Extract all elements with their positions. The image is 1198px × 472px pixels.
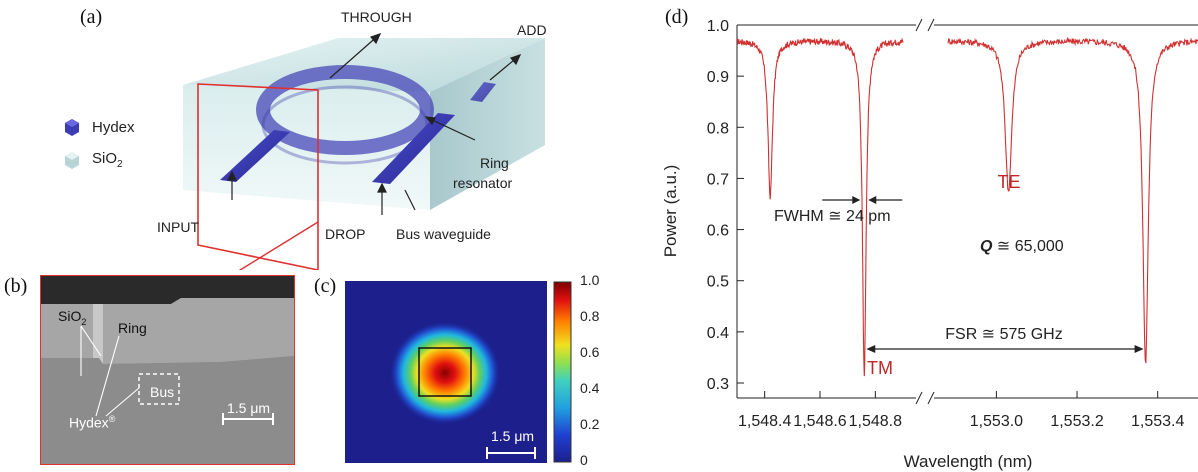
y-axis-label: Power (a.u.): [661, 165, 680, 258]
sio2-block-top: [183, 38, 545, 92]
waveguide-core-outline: [418, 347, 472, 397]
y-tick-label: 0.8: [707, 120, 729, 137]
y-tick-label: 0.3: [707, 376, 729, 393]
sem-image: [40, 275, 295, 465]
colorbar: [553, 281, 572, 463]
x-tick-label: 1,548.6: [793, 413, 846, 430]
label-add: ADD: [517, 22, 547, 38]
sio2-swatch-icon: [65, 152, 79, 169]
colorbar-tick: 0.6: [580, 344, 600, 360]
fwhm-label: FWHM ≅ 24 pm: [774, 208, 891, 225]
transmission-spectrum-chart: 1.00.90.80.70.60.50.40.31,548.4 1,548.6 1,…: [661, 18, 1198, 471]
legend-hydex: Hydex: [62, 117, 135, 137]
x-tick-label: 1,548.4: [738, 413, 791, 430]
sem-hydex-label: Hydex: [69, 414, 109, 431]
colorbar-tick: 0.2: [580, 416, 600, 432]
y-tick-label: 0.4: [707, 325, 729, 342]
te-label: TE: [997, 172, 1020, 192]
y-tick-label: 0.7: [707, 171, 729, 188]
cross-section-highlight: [197, 83, 319, 270]
x-tick-label: 1,553.0: [970, 413, 1023, 430]
colorbar-tick: 0.8: [580, 308, 600, 324]
fsr-arrowhead-right: [1134, 345, 1144, 353]
legend-hydex-label: Hydex: [92, 118, 135, 136]
axis-break-top: [915, 18, 923, 32]
x-tick-label: 1,553.2: [1050, 413, 1103, 430]
label-input: INPUT: [157, 219, 199, 235]
label-through: THROUGH: [341, 9, 412, 25]
y-tick-label: 0.5: [707, 274, 729, 291]
panel-label-c: (c): [314, 275, 337, 297]
label-bus-waveguide: Bus waveguide: [396, 226, 491, 242]
sem-ring-label: Ring: [118, 320, 147, 336]
x-axis-label: Wavelength (nm): [904, 452, 1033, 471]
axis-break-top: [927, 18, 935, 32]
label-ring-line2: resonator: [453, 175, 513, 191]
panel-label-b: (b): [4, 275, 28, 297]
hydex-swatch-icon: [65, 119, 79, 136]
colorbar-tick: 1.0: [580, 272, 600, 288]
fsr-label: FSR ≅ 575 GHz: [945, 326, 1062, 343]
label-ring-line1: Ring: [480, 155, 509, 171]
legend-sio2-label: SiO: [92, 150, 118, 167]
y-tick-label: 0.6: [707, 223, 729, 240]
x-tick-label: 1,548.8: [849, 413, 902, 430]
spectrum-series-right: [947, 36, 1198, 364]
colorbar-tick: 0: [580, 452, 588, 468]
sem-scale-label: 1.5 μm: [227, 400, 271, 416]
fwhm-arrowhead-right: [868, 196, 877, 204]
tm-label: TM: [867, 358, 893, 378]
colorbar-tick: 0.4: [580, 380, 600, 396]
label-drop: DROP: [325, 226, 366, 242]
input-waveguide: [220, 130, 290, 182]
x-tick-label: 1,553.4: [1131, 413, 1184, 430]
axis-break-bottom: [927, 391, 935, 405]
add-waveguide: [470, 82, 496, 102]
device-schematic: [183, 33, 545, 270]
sem-bus-label: Bus: [150, 384, 175, 400]
mode-scale-label: 1.5 μm: [491, 428, 535, 444]
ring-resonator-shape: [256, 65, 434, 155]
panel-label-d: (d): [665, 6, 689, 28]
mode-profile-map: [345, 281, 547, 463]
drop-waveguide: [372, 113, 455, 184]
legend-sio2: SiO2: [62, 150, 123, 170]
q-label: Q ≅ 65,000: [980, 238, 1064, 255]
spectrum-series-left: [736, 37, 904, 377]
sem-hydex-mark: ®: [108, 414, 116, 424]
legend-sio2-subscript: 2: [117, 159, 123, 170]
sem-sio2-label: SiO: [58, 308, 82, 324]
panel-label-a: (a): [80, 6, 103, 28]
sio2-block-side: [430, 38, 545, 210]
sem-sio2-subscript: 2: [81, 316, 87, 327]
y-tick-label: 0.9: [707, 69, 729, 86]
y-tick-label: 1.0: [707, 18, 729, 35]
fsr-arrowhead-left: [866, 345, 876, 353]
axis-break-bottom: [915, 391, 923, 405]
fwhm-arrowhead-left: [852, 196, 861, 204]
